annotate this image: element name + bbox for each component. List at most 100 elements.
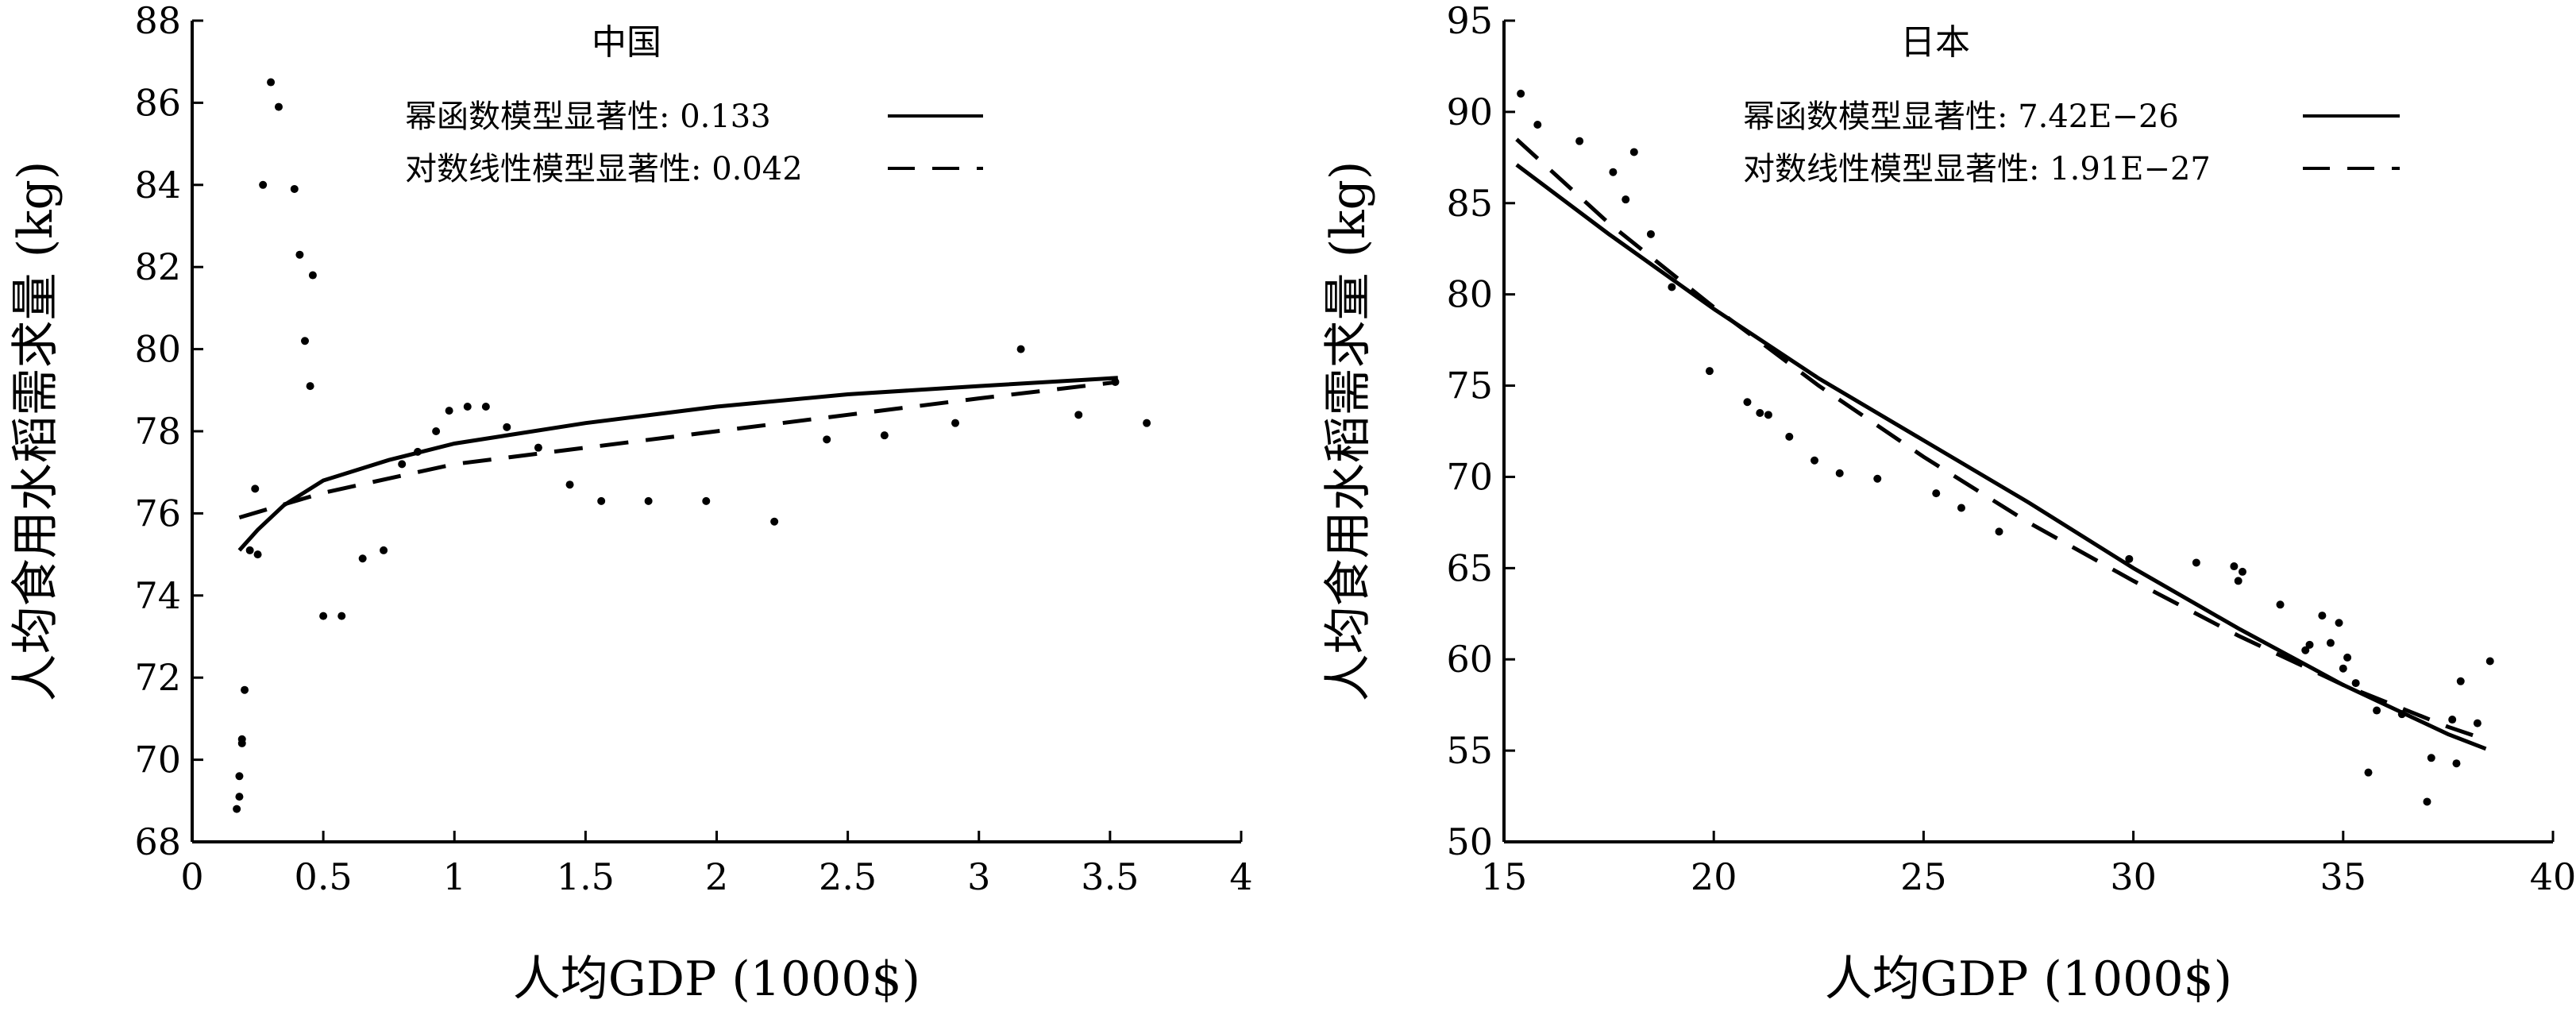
data-point — [1517, 89, 1525, 98]
data-point — [503, 423, 511, 431]
data-point — [2301, 646, 2310, 654]
data-point — [2192, 558, 2200, 567]
data-point — [1629, 148, 1638, 156]
data-point — [1016, 345, 1025, 353]
data-point — [481, 402, 490, 411]
x-axis-title: 人均GDP (1000$) — [513, 951, 920, 1007]
y-axis-title: 人均食用水稻需求量 (kg) — [1321, 161, 1376, 702]
y-tick-label: 80 — [1446, 273, 1493, 316]
x-tick-label: 2.5 — [819, 855, 877, 898]
data-point — [880, 431, 889, 440]
data-point — [2473, 719, 2482, 727]
x-tick-label: 0.5 — [295, 855, 353, 898]
data-point — [1646, 230, 1655, 238]
x-tick-label: 40 — [2530, 855, 2576, 898]
data-point — [1533, 120, 1542, 129]
data-point — [1764, 411, 1772, 419]
data-point — [308, 271, 317, 280]
data-point — [2351, 679, 2360, 688]
data-point — [1932, 489, 1941, 498]
chart-panel-china: 68 70 72 74 76 78 80 82 84 86 88 0 0.5 1 1.5 2 2.5 3 3.5 4 中… — [8, 0, 1253, 1007]
data-point — [1622, 195, 1630, 204]
data-point — [2276, 600, 2285, 609]
data-point — [463, 402, 472, 411]
y-tick-label: 82 — [134, 245, 181, 288]
chart-panel-japan: 50 55 60 65 70 75 80 85 90 95 15 20 25 30 35 40 日本人均GDP … — [1321, 0, 2576, 1007]
y-tick-label: 75 — [1446, 365, 1493, 407]
data-point — [2448, 716, 2457, 724]
y-tick-label: 86 — [134, 81, 181, 124]
data-point — [1705, 367, 1714, 376]
chart-title: 中国 — [592, 22, 661, 63]
data-point — [1873, 474, 1882, 483]
data-point — [951, 419, 960, 427]
data-point — [1995, 527, 2003, 536]
data-point — [235, 772, 244, 781]
data-point — [644, 496, 653, 505]
data-point — [267, 78, 276, 87]
data-point — [241, 685, 249, 694]
x-tick-label: 20 — [1691, 855, 1737, 898]
x-tick-label: 15 — [1481, 855, 1528, 898]
y-tick-label: 50 — [1446, 820, 1493, 863]
data-point — [1668, 283, 1676, 291]
x-axis-title: 人均GDP (1000$) — [1825, 951, 2232, 1007]
loglinear-fit-line — [1515, 137, 2487, 742]
y-tick-label: 74 — [134, 574, 181, 617]
legend-label: 对数线性模型显著性: 1.91E−27 — [1743, 151, 2211, 187]
y-tick-label: 78 — [134, 410, 181, 453]
y-tick-label: 55 — [1446, 729, 1493, 772]
data-point — [2125, 554, 2134, 563]
data-point — [2364, 768, 2373, 777]
y-tick-label: 84 — [134, 164, 181, 206]
data-point — [259, 180, 268, 189]
x-tick-label: 2 — [705, 855, 728, 898]
data-point — [702, 496, 711, 505]
data-point — [380, 546, 388, 554]
data-point — [358, 554, 367, 563]
data-point — [237, 735, 246, 743]
data-point — [2305, 640, 2314, 649]
data-point — [319, 612, 328, 620]
y-tick-label: 65 — [1446, 546, 1493, 589]
data-point — [1743, 398, 1752, 407]
data-point — [2427, 754, 2435, 762]
data-point — [432, 427, 441, 435]
data-point — [306, 382, 314, 391]
data-point — [2318, 612, 2327, 620]
y-tick-label: 60 — [1446, 638, 1493, 681]
data-point — [1957, 504, 1965, 512]
data-point — [1811, 456, 1819, 465]
data-point — [534, 443, 542, 452]
data-point — [233, 805, 241, 813]
data-point — [1074, 411, 1083, 419]
data-point — [1835, 469, 1844, 477]
data-point — [245, 546, 254, 554]
data-point — [2456, 677, 2465, 685]
x-tick-label: 0 — [180, 855, 203, 898]
data-point — [290, 184, 299, 193]
x-tick-label: 4 — [1229, 855, 1252, 898]
data-point — [2343, 653, 2352, 662]
y-tick-label: 70 — [1446, 455, 1493, 498]
data-point — [301, 337, 310, 345]
data-point — [2230, 562, 2239, 571]
legend-label: 幂函数模型显著性: 7.42E−26 — [1743, 98, 2179, 135]
data-point — [1575, 137, 1584, 145]
data-point — [1785, 432, 1794, 441]
x-tick-label: 35 — [2320, 855, 2367, 898]
data-point — [2373, 706, 2381, 715]
data-point — [445, 407, 453, 415]
chart-title: 日本 — [1900, 22, 1970, 63]
x-tick-label: 3.5 — [1081, 855, 1139, 898]
data-point — [2238, 567, 2246, 576]
x-tick-label: 3 — [967, 855, 990, 898]
legend-label: 对数线性模型显著性: 0.042 — [405, 151, 803, 187]
data-point — [1609, 168, 1618, 176]
x-tick-label: 25 — [1900, 855, 1947, 898]
power-fit-line — [237, 376, 1118, 552]
data-point — [1756, 409, 1764, 418]
data-point — [295, 250, 304, 259]
data-point — [2326, 639, 2335, 647]
